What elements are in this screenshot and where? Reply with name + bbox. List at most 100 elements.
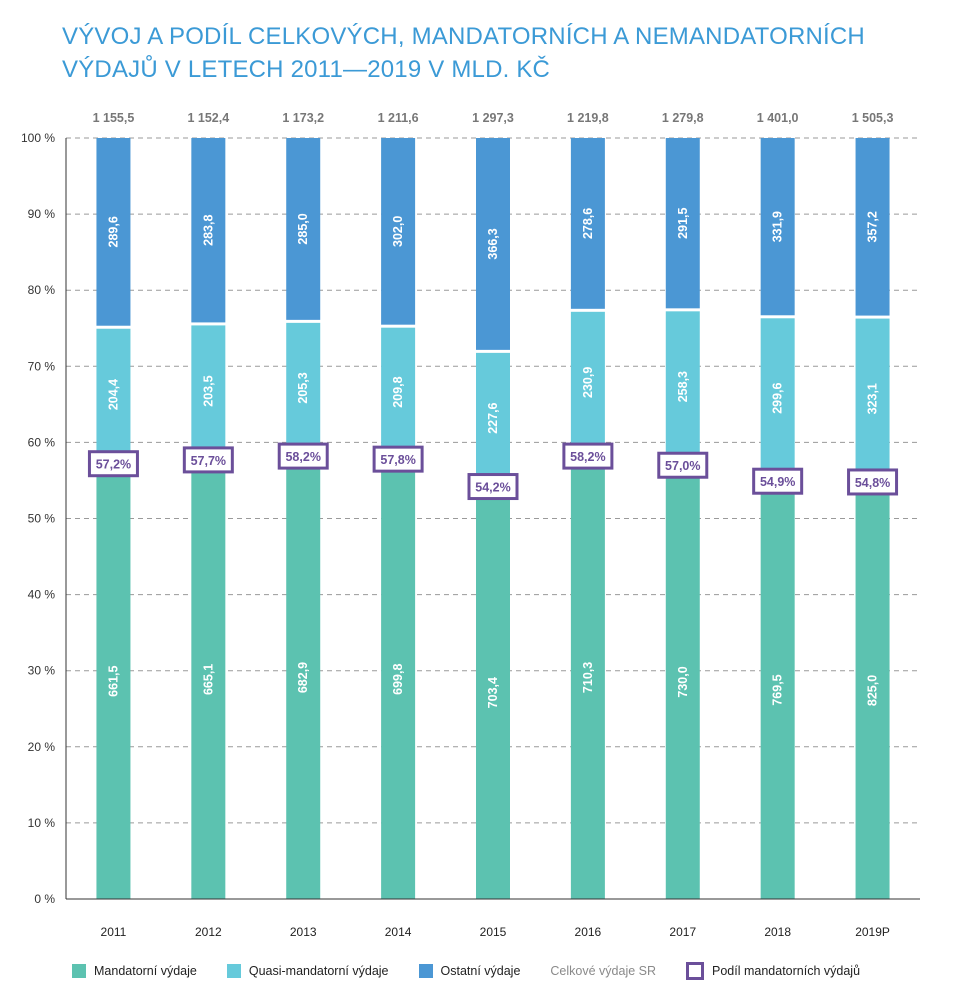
bar-segment (760, 138, 795, 316)
bar-value-label: 665,1 (201, 664, 215, 695)
bar-segment (286, 138, 321, 320)
bar-value-label: 258,3 (676, 371, 690, 402)
bar-group: 661,5 204,4 289,6 1 155,5 57,2% (87, 111, 139, 899)
y-tick-label: 80 % (28, 283, 56, 297)
y-tick-label: 30 % (28, 664, 56, 678)
y-tick-label: 10 % (28, 816, 56, 830)
y-tick-label: 0 % (34, 892, 55, 906)
bar-segment (476, 486, 510, 899)
legend-label-share: Podíl mandatorních výdajů (712, 964, 861, 978)
bar-segment (381, 138, 416, 325)
bar-group: 682,9 205,3 285,0 1 173,2 58,2% (277, 111, 329, 899)
bar-group: 730,0 258,3 291,5 1 279,8 57,0% (657, 111, 709, 899)
share-marker (847, 468, 899, 496)
share-marker (467, 473, 519, 501)
bar-segment (476, 138, 510, 350)
bar-segment (476, 352, 510, 484)
bar-value-label: 357,2 (866, 211, 880, 242)
bar-segment (570, 455, 605, 899)
x-tick-label: 2018 (764, 925, 791, 939)
legend-item-share: Podíl mandatorních výdajů (686, 962, 860, 980)
bar-group: 710,3 230,9 278,6 1 219,8 58,2% (562, 111, 614, 899)
share-marker (657, 451, 709, 479)
bar-segment (855, 138, 890, 316)
share-marker (182, 446, 234, 474)
total-label: 1 401,0 (757, 111, 799, 125)
bar-segment (665, 138, 700, 309)
bar-group: 703,4 227,6 366,3 1 297,3 54,2% (467, 111, 519, 899)
y-tick-label: 90 % (28, 207, 56, 221)
bar-segment (760, 318, 795, 479)
bar-value-label: 825,0 (866, 675, 880, 706)
legend-item-quasi: Quasi-mandatorní výdaje (226, 964, 389, 978)
share-label: 57,7% (191, 454, 226, 468)
share-label: 57,2% (96, 458, 131, 472)
bar-group: 665,1 203,5 283,8 1 152,4 57,7% (182, 111, 234, 899)
x-tick-label: 2014 (385, 925, 412, 939)
total-label: 1 155,5 (93, 111, 135, 125)
share-marker (372, 445, 424, 473)
bar-value-label: 299,6 (771, 382, 785, 413)
y-tick-label: 100 % (21, 131, 55, 145)
x-axis: 2011 2012 2013 2014 2015 2016 2017 2018 2019P (66, 898, 920, 939)
total-label: 1 505,3 (852, 111, 894, 125)
share-marker (277, 442, 329, 470)
chart-title: VÝVOJ A PODÍL CELKOVÝCH, MANDATORNÍCH A … (62, 20, 922, 86)
y-tick-label: 40 % (28, 588, 56, 602)
bar-group: 825,0 323,1 357,2 1 505,3 54,8% (847, 111, 899, 899)
stacked-bar-chart: 0 % 10 % 20 % 30 % 40 % 50 % 60 % 70 % 80 % 90 % 1… (21, 111, 920, 939)
legend-label-totals: Celkové výdaje SR (550, 964, 657, 978)
legend-item-mandatory: Mandatorní výdaje (72, 964, 197, 978)
bar-value-label: 699,8 (391, 664, 405, 695)
bar-segment (286, 322, 321, 454)
bar-value-label: 205,3 (296, 372, 310, 403)
legend-swatch-mandatory (72, 964, 86, 978)
y-tick-label: 60 % (28, 435, 56, 449)
bar-value-label: 366,3 (486, 228, 500, 259)
bar-value-label: 710,3 (581, 662, 595, 693)
bar-segment (855, 481, 890, 899)
bar-value-label: 203,5 (201, 375, 215, 406)
bar-segment (570, 311, 605, 453)
bar-value-label: 227,6 (486, 402, 500, 433)
x-tick-label: 2012 (195, 925, 222, 939)
share-label: 54,2% (475, 481, 510, 495)
x-tick-label: 2015 (480, 925, 507, 939)
legend-label-mandatory: Mandatorní výdaje (94, 964, 197, 978)
bar-value-label: 209,8 (391, 376, 405, 407)
share-label: 57,8% (380, 453, 415, 467)
bar-segment (191, 138, 226, 323)
bar-segment (96, 463, 131, 899)
x-tick-label: 2019P (855, 925, 890, 939)
y-tick-label: 70 % (28, 359, 56, 373)
bar-value-label: 283,8 (201, 215, 215, 246)
total-label: 1 279,8 (662, 111, 704, 125)
bar-value-label: 289,6 (106, 216, 120, 247)
x-tick-label: 2017 (669, 925, 696, 939)
bar-value-label: 661,5 (106, 665, 120, 696)
x-tick-label: 2016 (575, 925, 602, 939)
chart-title-line-2: VÝDAJŮ V LETECH 2011—2019 V MLD. KČ (62, 56, 551, 83)
share-label: 54,9% (760, 475, 795, 489)
share-label: 58,2% (285, 450, 320, 464)
x-tick-label: 2011 (101, 925, 127, 939)
bar-value-label: 230,9 (581, 367, 595, 398)
bar-group: 769,5 299,6 331,9 1 401,0 54,9% (752, 111, 804, 899)
bar-value-label: 769,5 (771, 674, 785, 705)
bar-value-label: 323,1 (866, 383, 880, 414)
bar-value-label: 278,6 (581, 208, 595, 239)
legend-item-other: Ostatní výdaje (418, 964, 520, 978)
bar-segment (665, 464, 700, 899)
bar-segment (760, 481, 795, 899)
y-axis: 0 % 10 % 20 % 30 % 40 % 50 % 60 % 70 % 80 % 90 % 1… (21, 131, 67, 906)
total-label: 1 152,4 (187, 111, 229, 125)
bar-segment (381, 459, 416, 899)
bars: 661,5 204,4 289,6 1 155,5 57,2% 665,1 203,5 283… (87, 111, 899, 899)
bar-value-label: 730,0 (676, 666, 690, 697)
legend-item-totals: Celkové výdaje SR (550, 964, 656, 978)
bar-value-label: 703,4 (486, 677, 500, 708)
bar-value-label: 285,0 (296, 213, 310, 244)
bar-segment (96, 138, 131, 326)
bar-segment (855, 318, 890, 479)
bar-segment (665, 311, 700, 462)
